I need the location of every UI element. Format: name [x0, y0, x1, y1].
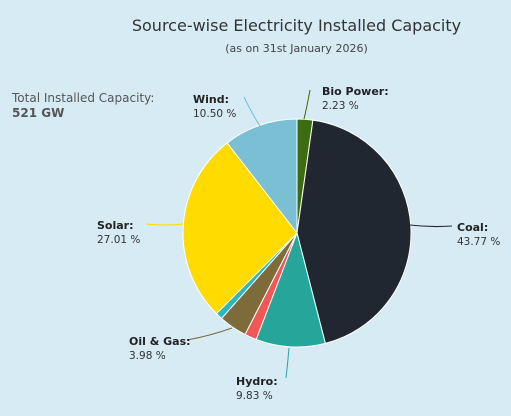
slice-label-oil-gas: Oil & Gas:: [129, 335, 191, 348]
pie-slice-wind[interactable]: [226, 118, 298, 235]
leader-line-hydro: [285, 347, 290, 379]
slice-value-solar: 27.01 %: [97, 234, 140, 246]
slice-label-bio-power: Bio Power:: [322, 85, 389, 98]
slice-value-coal: 43.77 %: [457, 236, 500, 248]
chart-subtitle: (as on 31st January 2026): [225, 42, 368, 55]
leader-line-coal: [409, 224, 453, 228]
leader-line-bio-power: [303, 89, 311, 120]
slice-value-wind: 10.50 %: [193, 108, 236, 120]
pie-slice-solar[interactable]: [182, 142, 298, 315]
slice-value-oil-gas: 3.98 %: [129, 350, 166, 362]
slice-label-solar: Solar:: [97, 219, 134, 232]
slice-value-hydro: 9.83 %: [236, 390, 273, 402]
slice-label-hydro: Hydro:: [236, 375, 278, 388]
total-capacity-value: 521 GW: [12, 106, 65, 120]
chart-title: Source-wise Electricity Installed Capaci…: [131, 16, 462, 35]
slice-label-coal: Coal:: [457, 221, 488, 234]
slice-value-bio-power: 2.23 %: [322, 100, 359, 112]
slice-label-wind: Wind:: [193, 93, 229, 106]
total-capacity: Total Installed Capacity: 521 GW: [12, 91, 154, 121]
leader-line-oil-gas: [186, 327, 233, 341]
leader-line-solar: [145, 223, 184, 226]
pie-slice-coal[interactable]: [296, 119, 412, 345]
leader-line-wind: [243, 96, 261, 127]
total-capacity-label: Total Installed Capacity:: [12, 91, 155, 105]
